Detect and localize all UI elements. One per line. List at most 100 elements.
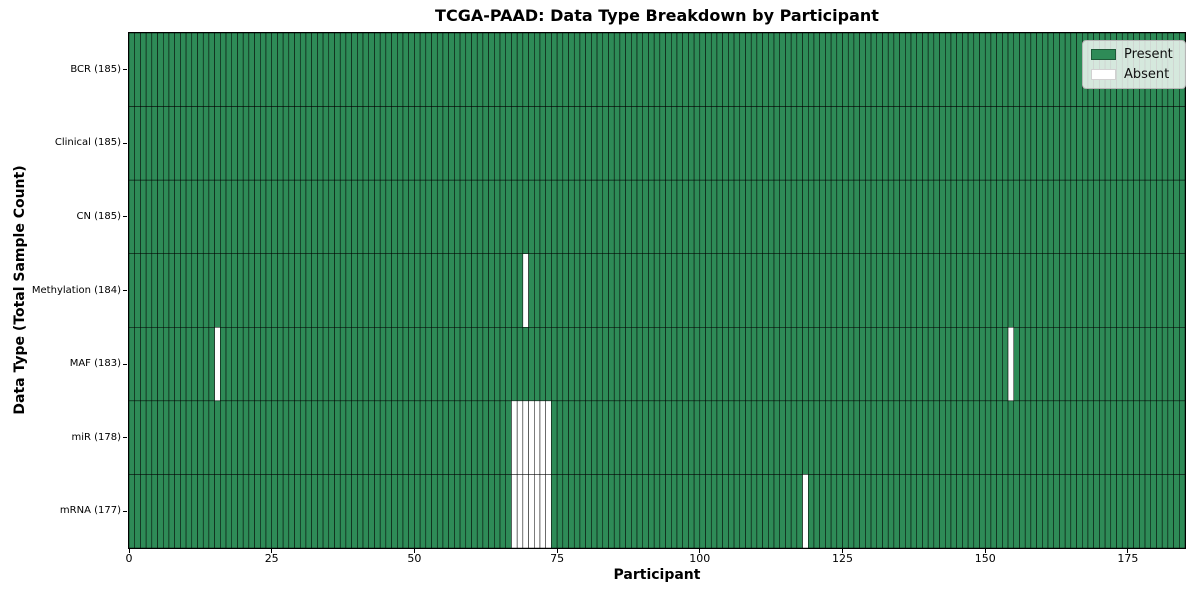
cell — [773, 473, 780, 548]
cell — [333, 32, 340, 107]
cell — [128, 105, 135, 180]
cell — [784, 326, 791, 401]
cell — [1070, 179, 1077, 254]
cell — [231, 105, 238, 180]
cell — [978, 105, 985, 180]
cell — [1058, 400, 1065, 475]
cell — [664, 400, 672, 475]
cell — [887, 105, 894, 180]
cell — [1047, 32, 1054, 107]
cell — [636, 179, 643, 254]
cell — [1092, 179, 1100, 254]
cell — [836, 400, 843, 475]
cell — [836, 326, 843, 401]
cell — [756, 32, 763, 107]
cell — [156, 400, 163, 475]
cell — [133, 179, 141, 254]
cell — [767, 179, 774, 254]
cell — [784, 400, 791, 475]
cell — [539, 473, 546, 548]
cell — [1150, 252, 1157, 328]
cell — [1001, 473, 1008, 548]
cell — [145, 105, 152, 180]
cell — [1070, 32, 1077, 107]
cell — [407, 473, 415, 548]
cell — [978, 252, 985, 328]
cell — [607, 32, 614, 107]
cell — [1013, 105, 1020, 180]
cell — [185, 252, 192, 328]
cell — [436, 32, 443, 107]
cell — [978, 473, 985, 548]
cell — [305, 179, 312, 254]
cell — [733, 326, 740, 401]
cell — [721, 400, 729, 475]
cell — [145, 179, 152, 254]
cell — [898, 326, 906, 401]
cell — [407, 105, 415, 180]
cell — [499, 105, 506, 180]
cell — [470, 179, 477, 254]
cell — [1144, 179, 1151, 254]
cell — [396, 252, 403, 328]
cell — [1024, 105, 1031, 180]
cell — [185, 473, 192, 548]
cell — [995, 400, 1003, 475]
cell — [967, 473, 974, 548]
cell — [733, 179, 740, 254]
cell — [539, 105, 546, 180]
cell — [727, 400, 734, 475]
cell — [893, 326, 900, 401]
cell — [944, 473, 951, 548]
cell — [1155, 252, 1162, 328]
cell — [767, 400, 774, 475]
cell — [225, 400, 232, 475]
cell — [830, 252, 837, 328]
cell — [442, 179, 449, 254]
cell — [710, 252, 717, 328]
cell — [579, 326, 586, 401]
cell — [1001, 105, 1008, 180]
cell — [727, 473, 734, 548]
cell — [1024, 473, 1031, 548]
cell — [716, 179, 723, 254]
cell — [841, 32, 848, 107]
cell — [864, 400, 871, 475]
cell — [596, 400, 603, 475]
cell — [219, 473, 226, 548]
cell — [1075, 252, 1083, 328]
cell — [630, 252, 637, 328]
cell — [328, 473, 335, 548]
cell — [716, 105, 723, 180]
cell — [636, 400, 643, 475]
cell — [447, 400, 455, 475]
cell — [510, 179, 517, 254]
cell — [955, 473, 963, 548]
cell — [1047, 400, 1054, 475]
cell — [242, 252, 249, 328]
cell — [453, 400, 460, 475]
cell — [436, 473, 443, 548]
cell — [402, 326, 409, 401]
cell — [950, 32, 957, 107]
cell — [876, 105, 883, 180]
cell — [927, 32, 934, 107]
cell — [647, 32, 654, 107]
cell — [310, 32, 318, 107]
cell — [647, 326, 654, 401]
cell — [1064, 326, 1071, 401]
cell — [213, 400, 221, 475]
cell — [282, 32, 289, 107]
cell — [1064, 252, 1071, 328]
cell — [950, 400, 957, 475]
cell — [236, 252, 243, 328]
cell — [676, 473, 683, 548]
cell — [322, 326, 329, 401]
cell — [784, 252, 791, 328]
cell — [293, 32, 300, 107]
cell — [213, 473, 221, 548]
cell — [824, 326, 831, 401]
cell — [242, 326, 249, 401]
cell — [328, 179, 335, 254]
cell — [430, 105, 437, 180]
